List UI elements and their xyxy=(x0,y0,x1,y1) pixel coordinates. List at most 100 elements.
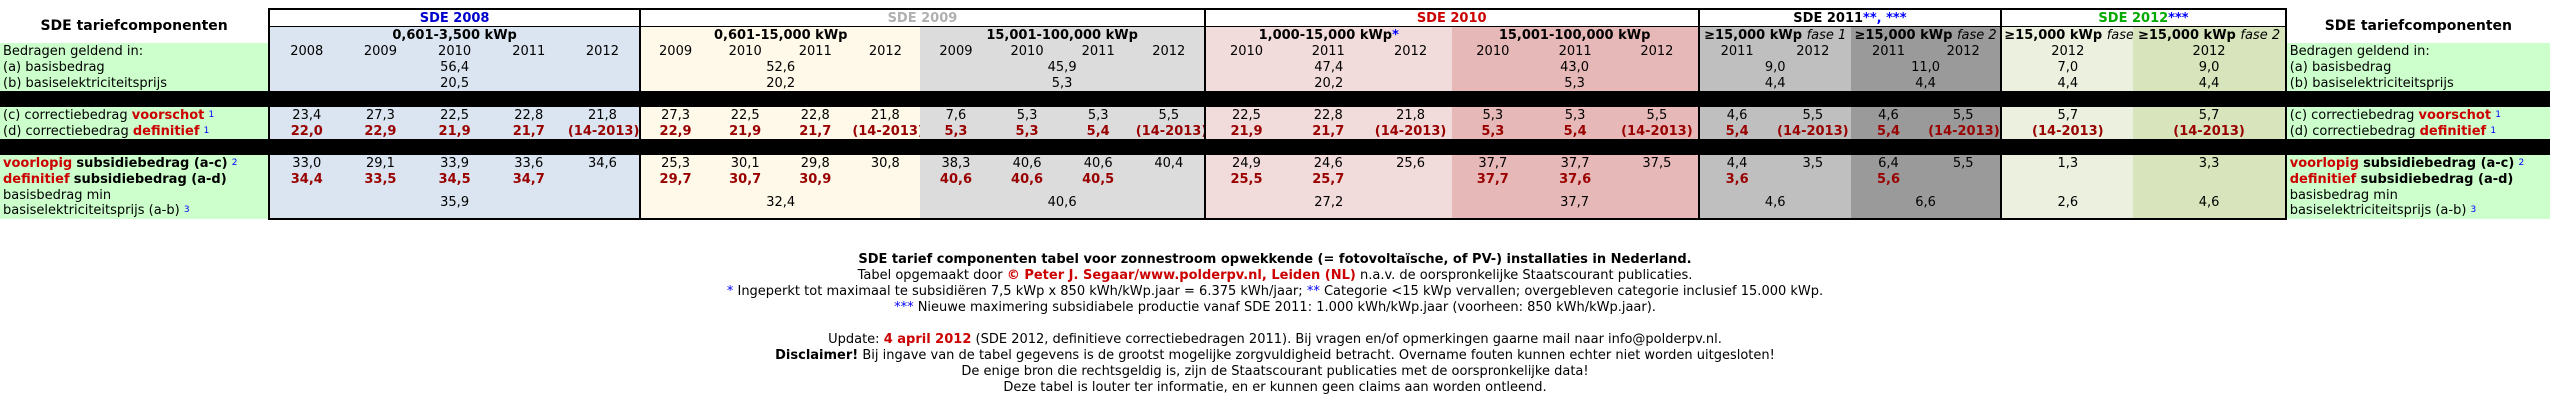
sde-2012-title: SDE 2012 xyxy=(2098,10,2169,26)
disclaimer-1: Bij ingave van de tabel gegevens is de g… xyxy=(862,348,1775,363)
year-cell: 2012 xyxy=(565,43,642,59)
vl-value-cell: 25,6 xyxy=(1369,155,1452,171)
sde-2011-marks: **, *** xyxy=(1863,10,1907,26)
d-value-cell: 21,7 xyxy=(780,123,851,139)
df-value-cell: 34,5 xyxy=(417,171,492,187)
df-value-cell: 25,5 xyxy=(1204,171,1288,187)
year-header-row: SDE tariefcomponenten SDE 2008 SDE 2009 … xyxy=(0,8,2550,43)
d-value-cell: (14-2013) xyxy=(850,123,921,139)
c-value-cell: 22,8 xyxy=(1287,107,1370,123)
c-value-cell: 21,8 xyxy=(1369,107,1452,123)
bm-2008: 35,9 xyxy=(268,187,642,220)
bm-2009b: 40,6 xyxy=(920,187,1206,220)
df-value-cell xyxy=(850,171,921,187)
label-bm-1: basisbedrag min xyxy=(3,188,112,203)
bm-2010b: 37,7 xyxy=(1451,187,1700,220)
sde-tariff-table: SDE tariefcomponenten SDE 2008 SDE 2009 … xyxy=(0,8,2550,220)
label-c: (c) correctiebedrag voorschot 1 xyxy=(0,107,270,123)
year-cell: 2012 xyxy=(2133,43,2287,59)
df-value-cell: 37,6 xyxy=(1533,171,1617,187)
d-value-cell: 5,3 xyxy=(920,123,992,139)
df-value-cell xyxy=(1369,171,1452,187)
range-2009b: 15,001-100,000 kWp xyxy=(920,26,1206,43)
c-value-cell: 22,5 xyxy=(417,107,492,123)
df-value-cell: 40,6 xyxy=(920,171,992,187)
disclaimer-label: Disclaimer! xyxy=(775,348,859,363)
d-value-cell: 21,9 xyxy=(417,123,492,139)
vl-value-cell: 33,6 xyxy=(491,155,566,171)
right-title: SDE tariefcomponenten xyxy=(2285,9,2550,43)
label-bedragen-right: Bedragen geldend in: xyxy=(2285,43,2550,59)
year-cell: 2011 xyxy=(780,43,851,59)
year-cell: 2009 xyxy=(640,43,711,59)
d-value-cell: 5,4 xyxy=(1698,123,1775,139)
vl-value-cell: 38,3 xyxy=(920,155,992,171)
row-definitief-subsidie: definitief subsidiebedrag (a-d) 34,4 33,5… xyxy=(0,171,2550,187)
df-value-cell xyxy=(565,171,642,187)
label-bm-2: basiselektriciteitsprijs (a-b) xyxy=(3,203,180,218)
footnotes: SDE tarief componenten tabel voor zonnes… xyxy=(0,252,2550,396)
bm-2010a: 27,2 xyxy=(1204,187,1452,220)
year-cell: 2012 xyxy=(1926,43,2003,59)
year-cell: 2011 xyxy=(491,43,566,59)
b-2009a: 20,2 xyxy=(640,75,921,91)
c-value-cell: 27,3 xyxy=(640,107,711,123)
vl-value-cell: 33,9 xyxy=(417,155,492,171)
sde-2012-marks: *** xyxy=(2168,10,2189,26)
d-value-cell: (14-2013) xyxy=(1133,123,1206,139)
sde-2009-header: SDE 2009 xyxy=(640,8,1206,27)
d-value-cell: 22,9 xyxy=(343,123,418,139)
vl-value-cell: 30,8 xyxy=(850,155,921,171)
d-value-cell: 5,3 xyxy=(1451,123,1534,139)
year-cell: 2012 xyxy=(1133,43,1206,59)
vl-value-cell: 30,1 xyxy=(710,155,781,171)
author-link[interactable]: © Peter J. Segaar/www.polderpv.nl, Leide… xyxy=(1006,268,1356,283)
c-value-cell: 5,5 xyxy=(1133,107,1206,123)
df-value-cell: 37,7 xyxy=(1451,171,1534,187)
row-basisbedrag: (a) basisbedrag 56,4 52,6 45,9 47,4 43,0… xyxy=(0,59,2550,75)
note1-mark: * xyxy=(726,284,734,299)
b-2011a: 4,4 xyxy=(1698,75,1851,91)
label-bm-2-right: basiselektriciteitsprijs (a-b) xyxy=(2289,203,2467,218)
vl-value-cell: 40,6 xyxy=(1062,155,1134,171)
row-voorlopig-subsidie: voorlopig subsidiebedrag (a-c) 2 33,0 29,… xyxy=(0,155,2550,171)
label-voorlopig-right: voorlopig subsidiebedrag (a-c) 2 xyxy=(2285,155,2550,171)
df-value-cell: 40,6 xyxy=(991,171,1063,187)
c-value-cell: 5,3 xyxy=(1533,107,1617,123)
a-2011b: 11,0 xyxy=(1850,59,2003,75)
d-value-cell: 21,9 xyxy=(1204,123,1288,139)
d-value-cell: 22,0 xyxy=(268,123,344,139)
label-voorlopig-text-right: subsidiebedrag (a-c) xyxy=(2363,155,2515,171)
range-2011a: ≥15,000 kWp fase 1 xyxy=(1698,26,1851,43)
df-value-cell: 30,9 xyxy=(780,171,851,187)
label-b-right: (b) basiselektriciteitsprijs xyxy=(2285,75,2550,91)
df-value-cell: 3,6 xyxy=(1698,171,1775,187)
label-bm-note: 3 xyxy=(183,205,190,215)
sde-2010-header: SDE 2010 xyxy=(1204,8,1700,27)
d-value-cell: 21,9 xyxy=(710,123,781,139)
label-d-note: 1 xyxy=(203,125,210,136)
a-2012b: 9,0 xyxy=(2133,59,2287,75)
note1b-text: Categorie <15 kWp vervallen; overgebleve… xyxy=(1323,284,1824,299)
disclaimer-3: Deze tabel is louter ter informatie, en … xyxy=(1003,380,1547,395)
d-value-cell: (14-2013) xyxy=(2001,123,2134,139)
note2-text: Nieuwe maximering subsidiabele productie… xyxy=(917,300,1656,315)
df-value-cell: 25,7 xyxy=(1287,171,1370,187)
vl-value-cell: 40,4 xyxy=(1133,155,1206,171)
label-definitief-word: definitief xyxy=(3,171,70,187)
year-cell: 2010 xyxy=(1204,43,1288,59)
label-c-text: (c) correctiebedrag xyxy=(3,107,128,123)
range-2012b-fase: fase 2 xyxy=(2240,27,2281,43)
disclaimer-2: De enige bron die rechtsgeldig is, zijn … xyxy=(961,364,1589,379)
d-value-cell: 5,3 xyxy=(991,123,1063,139)
sde-2008-header: SDE 2008 xyxy=(268,8,642,27)
year-cell: 2011 xyxy=(1850,43,1927,59)
range-2008: 0,601-3,500 kWp xyxy=(268,26,642,43)
label-d-text: (d) correctiebedrag xyxy=(3,123,129,139)
d-value-cell: 5,4 xyxy=(1533,123,1617,139)
b-2011b: 4,4 xyxy=(1850,75,2003,91)
df-value-cell xyxy=(1133,171,1206,187)
separator xyxy=(0,139,2550,155)
c-value-cell: 22,8 xyxy=(780,107,851,123)
c-value-cell: 5,7 xyxy=(2001,107,2134,123)
